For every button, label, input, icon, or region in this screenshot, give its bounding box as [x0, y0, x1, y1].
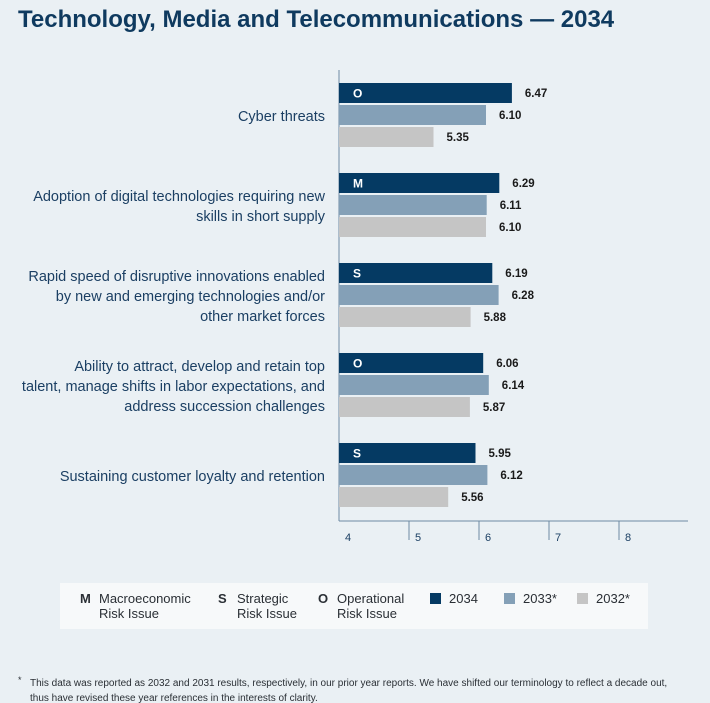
legend-risk-label: Strategic Risk Issue [237, 591, 297, 621]
data-label: 6.10 [499, 222, 521, 234]
footnote-symbol: * [18, 675, 22, 685]
bar-2032 [339, 127, 434, 147]
data-label: 6.19 [505, 268, 527, 280]
data-label: 5.35 [447, 132, 470, 144]
legend-risk-letter: S [218, 591, 227, 606]
data-label: 6.11 [500, 200, 522, 212]
bar-2033 [339, 105, 486, 125]
page-title: Technology, Media and Telecommunications… [18, 6, 615, 33]
bar-2033 [339, 375, 489, 395]
data-label: 6.10 [499, 110, 521, 122]
category-label: by new and emerging technologies and/or [56, 289, 325, 305]
risk-code-label: S [353, 447, 361, 461]
bar-2032 [339, 397, 470, 417]
bar-2032 [339, 487, 449, 507]
data-label: 5.95 [489, 448, 512, 460]
x-tick-label: 4 [345, 532, 351, 544]
data-label: 6.06 [496, 358, 518, 370]
x-tick-label: 7 [555, 532, 561, 544]
legend-risk-label: Operational Risk Issue [337, 591, 405, 621]
legend-year-label: 2034 [449, 591, 478, 606]
bar-2034 [339, 443, 476, 463]
category-label: talent, manage shifts in labor expectati… [22, 379, 325, 395]
data-label: 5.87 [483, 402, 505, 414]
legend-year-label: 2032* [596, 591, 630, 606]
legend: M Macroeconomic Risk Issue S Strategic R… [60, 583, 648, 629]
risk-code-label: S [353, 267, 361, 281]
x-tick-label: 5 [415, 532, 421, 544]
bar-2034 [339, 83, 512, 103]
category-label: Sustaining customer loyalty and retentio… [60, 469, 325, 485]
bar-2032 [339, 217, 486, 237]
bar-2034 [339, 173, 500, 193]
category-label: Adoption of digital technologies requiri… [33, 189, 325, 205]
data-label: 5.56 [461, 492, 483, 504]
legend-year-label: 2033* [523, 591, 557, 606]
data-label: 6.29 [512, 178, 534, 190]
bar-2033 [339, 465, 488, 485]
risk-code-label: O [353, 87, 362, 101]
risk-code-label: M [353, 177, 363, 191]
x-tick-label: 8 [625, 532, 631, 544]
category-label: other market forces [200, 309, 325, 325]
data-label: 6.14 [502, 380, 525, 392]
legend-swatch [504, 593, 515, 604]
category-label: address succession challenges [124, 399, 325, 415]
data-label: 5.88 [484, 312, 507, 324]
bar-2032 [339, 307, 471, 327]
legend-risk-label: Macroeconomic Risk Issue [99, 591, 191, 621]
x-tick-label: 6 [485, 532, 491, 544]
footnote: * This data was reported as 2032 and 203… [18, 675, 678, 703]
data-label: 6.12 [500, 470, 522, 482]
data-label: 6.47 [525, 88, 547, 100]
legend-risk-letter: M [80, 591, 91, 606]
bar-chart: 4 5 6 7 8 Cyber threats 6.47 6.10 5.35 O Adoption … [22, 70, 688, 544]
risk-code-label: O [353, 357, 362, 371]
bar-2033 [339, 195, 487, 215]
legend-risk-letter: O [318, 591, 329, 606]
bar-2034 [339, 353, 484, 373]
legend-swatch [577, 593, 588, 604]
category-label: Ability to attract, develop and retain t… [74, 359, 325, 375]
category-label: skills in short supply [196, 209, 326, 225]
footnote-text: This data was reported as 2032 and 2031 … [30, 678, 668, 703]
data-label: 6.28 [512, 290, 535, 302]
bar-2033 [339, 285, 499, 305]
category-label: Cyber threats [238, 109, 325, 125]
bar-2034 [339, 263, 493, 283]
legend-swatch [430, 593, 441, 604]
category-label: Rapid speed of disruptive innovations en… [28, 269, 325, 285]
